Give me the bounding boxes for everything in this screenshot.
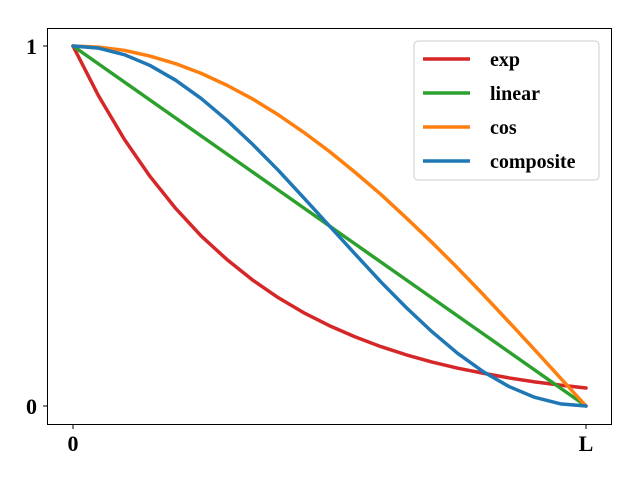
legend-label-cos: cos (490, 117, 517, 139)
series-line-composite (71, 44, 588, 408)
legend-label-exp: exp (490, 49, 520, 71)
legend-label-composite: composite (490, 151, 576, 173)
legend-label-linear: linear (490, 83, 540, 105)
axis-ticks: 0 L 0 1 (26, 34, 593, 456)
plot-frame (47, 28, 612, 425)
legend-box (413, 40, 600, 181)
x-tick-label: 0 (68, 431, 79, 456)
series-lines (71, 44, 588, 408)
legend: exp linear cos composite (413, 40, 600, 181)
y-tick-label: 1 (26, 34, 37, 59)
y-tick-label: 0 (26, 394, 37, 419)
series-line-exp (71, 44, 588, 390)
x-tick-label: L (579, 431, 594, 456)
series-line-cos (71, 44, 588, 408)
